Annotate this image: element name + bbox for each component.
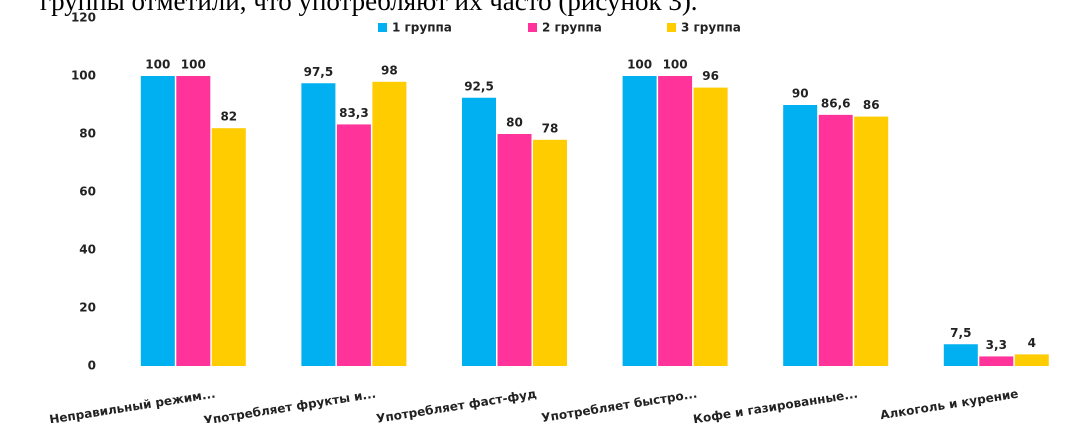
bar bbox=[301, 83, 336, 366]
value-label: 3,3 bbox=[986, 338, 1007, 352]
x-tick-label: Алкоголь и курение bbox=[879, 387, 1019, 423]
y-tick-label: 80 bbox=[79, 127, 96, 141]
legend-label: 3 группа bbox=[681, 21, 741, 35]
bar bbox=[140, 76, 175, 366]
value-label: 98 bbox=[381, 63, 398, 77]
x-tick-label: Употребляет фаст-фуд bbox=[375, 387, 538, 423]
legend-swatch bbox=[528, 23, 537, 32]
bar bbox=[336, 124, 371, 367]
legend-swatch bbox=[667, 23, 676, 32]
bar bbox=[1014, 354, 1049, 366]
bar bbox=[943, 344, 978, 366]
value-label: 86 bbox=[863, 98, 880, 112]
value-label: 80 bbox=[506, 116, 523, 130]
value-label: 90 bbox=[792, 87, 809, 101]
value-label: 97,5 bbox=[304, 65, 334, 79]
x-tick-label: Употребляет фрукты и... bbox=[203, 387, 377, 423]
legend-label: 2 группа bbox=[542, 21, 602, 35]
x-tick-label: Употребляет быстро... bbox=[540, 387, 698, 423]
bar bbox=[176, 76, 211, 366]
bar bbox=[693, 87, 728, 366]
legend-label: 1 группа bbox=[392, 21, 452, 35]
bar bbox=[658, 76, 693, 366]
bar bbox=[462, 97, 496, 366]
y-tick-label: 60 bbox=[79, 185, 96, 199]
x-tick-label: Кофе и газированные... bbox=[692, 387, 859, 423]
value-label: 78 bbox=[542, 121, 559, 135]
y-tick-label: 40 bbox=[79, 243, 96, 257]
bar bbox=[854, 116, 889, 366]
y-tick-label: 100 bbox=[71, 69, 96, 83]
value-label: 100 bbox=[145, 58, 170, 72]
x-tick-label: Неправильный режим... bbox=[48, 387, 216, 423]
bar bbox=[783, 105, 818, 366]
value-label: 96 bbox=[702, 69, 719, 83]
value-label: 7,5 bbox=[950, 326, 971, 340]
value-label: 100 bbox=[627, 58, 652, 72]
bar bbox=[372, 81, 407, 367]
y-tick-label: 0 bbox=[88, 359, 96, 373]
value-label: 83,3 bbox=[339, 106, 369, 120]
caption: группы отметили, что употребляют их част… bbox=[40, 0, 698, 16]
bar bbox=[533, 139, 567, 366]
bar bbox=[497, 134, 532, 366]
bar bbox=[622, 76, 657, 366]
value-label: 4 bbox=[1028, 336, 1036, 350]
value-label: 86,6 bbox=[821, 96, 851, 110]
y-tick-label: 20 bbox=[79, 301, 96, 315]
value-label: 100 bbox=[663, 58, 688, 72]
y-tick-label: 120 bbox=[71, 11, 96, 25]
bar bbox=[979, 356, 1014, 366]
legend-swatch bbox=[378, 23, 387, 32]
value-label: 100 bbox=[181, 58, 206, 72]
bar bbox=[211, 128, 246, 366]
value-label: 92,5 bbox=[464, 79, 494, 93]
value-label: 82 bbox=[220, 110, 237, 124]
bar bbox=[818, 114, 853, 366]
